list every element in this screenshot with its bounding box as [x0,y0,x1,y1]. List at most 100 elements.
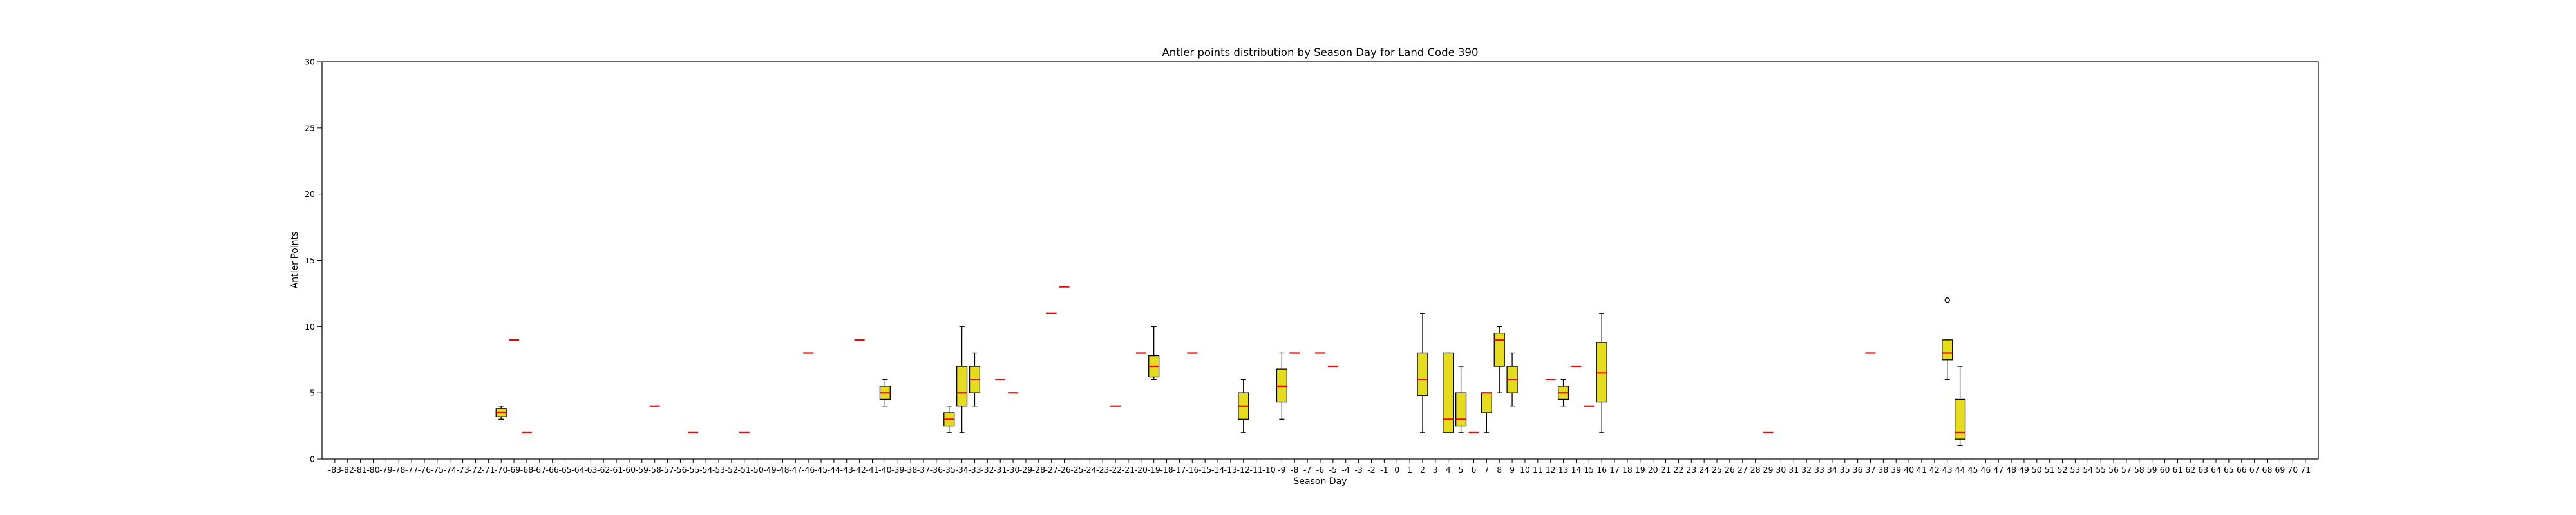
x-tick-label: -70 [495,465,507,474]
x-tick-label: 50 [2032,465,2042,474]
x-tick-label: -6 [1316,465,1325,474]
x-tick-label: -78 [392,465,405,474]
x-tick-label: -17 [1173,465,1186,474]
x-tick-label: -63 [584,465,597,474]
x-tick-label: 25 [1712,465,1722,474]
x-tick-label: 17 [1609,465,1620,474]
box-day-9 [1506,352,1518,407]
box-iqr [1954,398,1966,440]
x-tick-label: -26 [1057,465,1070,474]
x-tick-label: -39 [891,465,904,474]
x-tick-label: 45 [1968,465,1978,474]
x-tick-label: 34 [1827,465,1837,474]
x-tick-label: 69 [2275,465,2285,474]
x-tick-label: 60 [2160,465,2170,474]
x-tick-label: 68 [2262,465,2273,474]
box-iqr [1942,339,1953,360]
x-tick-label: 32 [1801,465,1812,474]
y-tick-label: 25 [305,123,315,133]
x-tick-label: 51 [2045,465,2055,474]
x-tick-label: -25 [1070,465,1083,474]
x-tick-label: 66 [2237,465,2247,474]
x-tick-label: -18 [1160,465,1173,474]
y-tick-label: 20 [305,189,315,199]
x-tick-label: -40 [878,465,891,474]
box-day--35 [943,406,955,433]
x-tick-label: -30 [1007,465,1019,474]
x-tick-label: -71 [482,465,495,474]
plot-background [322,62,2318,459]
x-tick-label: -37 [917,465,930,474]
y-tick-label: 5 [310,388,315,398]
x-tick-label: 56 [2108,465,2119,474]
x-tick-label: -61 [610,465,623,474]
x-tick-label: 21 [1661,465,1671,474]
x-tick-label: 43 [1942,465,1953,474]
x-tick-label: -19 [1147,465,1160,474]
x-tick-label: 62 [2185,465,2195,474]
box-day-7 [1481,392,1492,433]
x-tick-label: 9 [1510,465,1515,474]
x-tick-label: -32 [981,465,994,474]
box-iqr [1493,332,1505,367]
x-tick-label: -13 [1224,465,1237,474]
x-tick-label: -5 [1329,465,1337,474]
box-day-43 [1942,297,1953,380]
x-tick-label: 7 [1484,465,1489,474]
x-tick-label: 37 [1866,465,1876,474]
box-day-8 [1493,326,1505,393]
box-day--9 [1276,352,1287,420]
x-tick-label: -53 [712,465,725,474]
x-tick-label: 35 [1840,465,1850,474]
x-tick-label: -82 [341,465,354,474]
x-tick-label: -11 [1249,465,1262,474]
x-tick-label: 18 [1622,465,1633,474]
y-tick-label: 10 [305,322,315,332]
x-tick-label: -46 [802,465,815,474]
x-tick-label: -62 [597,465,610,474]
x-tick-label: -48 [776,465,789,474]
box-day-5 [1455,366,1467,433]
x-tick-label: -79 [379,465,392,474]
x-tick-label: -2 [1367,465,1375,474]
x-tick-label: -15 [1198,465,1211,474]
x-tick-label: 61 [2172,465,2183,474]
x-tick-label: 24 [1699,465,1709,474]
x-tick-label: -83 [328,465,341,474]
x-tick-label: 46 [1980,465,1991,474]
box-iqr [1455,392,1467,427]
x-tick-label: 13 [1558,465,1569,474]
x-tick-label: -55 [687,465,699,474]
box-iqr [1481,392,1492,413]
x-tick-label: 5 [1459,465,1464,474]
x-tick-label: -75 [431,465,444,474]
x-tick-label: -14 [1211,465,1224,474]
box-iqr [1443,352,1454,433]
x-tick-label: -22 [1109,465,1122,474]
x-tick-label: 2 [1420,465,1425,474]
x-tick-label: 20 [1648,465,1658,474]
x-tick-label: 27 [1738,465,1748,474]
x-tick-label: -12 [1237,465,1250,474]
x-tick-label: 23 [1686,465,1696,474]
x-tick-label: -69 [507,465,520,474]
x-tick-label: 67 [2249,465,2260,474]
x-tick-label: -35 [943,465,956,474]
x-tick-label: 33 [1814,465,1824,474]
x-tick-label: 28 [1750,465,1761,474]
box-day--34 [956,326,968,433]
x-tick-label: 64 [2211,465,2221,474]
box-day-4 [1443,352,1454,433]
x-tick-label: 63 [2198,465,2208,474]
x-tick-label: -21 [1122,465,1135,474]
x-tick-label: -81 [354,465,366,474]
x-tick-label: 15 [1584,465,1594,474]
x-tick-label: 11 [1533,465,1543,474]
x-tick-label: -20 [1135,465,1148,474]
x-tick-label: 4 [1446,465,1451,474]
x-tick-label: 26 [1725,465,1735,474]
x-tick-label: 31 [1788,465,1799,474]
x-tick-label: -74 [444,465,457,474]
x-tick-label: -66 [545,465,558,474]
